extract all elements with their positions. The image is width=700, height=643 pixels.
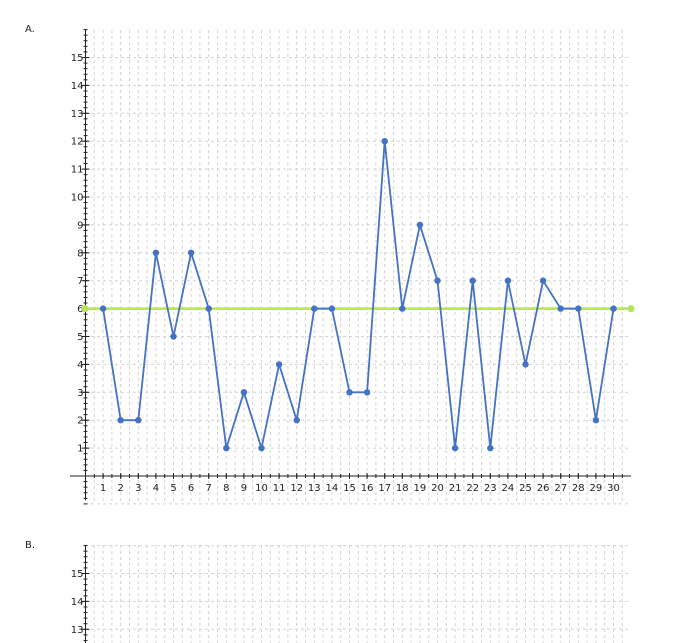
data-point xyxy=(293,417,300,424)
x-tick-label: 3 xyxy=(135,483,141,494)
data-point xyxy=(610,305,617,312)
x-tick-label: 16 xyxy=(361,483,374,494)
y-tick-label: 8 xyxy=(77,248,83,259)
panel-b-label: B. xyxy=(25,540,36,551)
data-point xyxy=(346,389,353,396)
data-point xyxy=(592,417,600,424)
x-tick-label: 8 xyxy=(223,483,229,494)
data-point xyxy=(187,249,195,256)
data-point xyxy=(557,305,564,312)
series-line xyxy=(102,141,615,452)
data-point xyxy=(363,389,371,396)
data-point xyxy=(311,305,318,312)
data-point xyxy=(399,305,406,312)
reference-line-endpoint xyxy=(627,305,635,313)
y-tick-label: 6 xyxy=(77,304,83,315)
data-point xyxy=(416,221,424,229)
x-tick-label: 27 xyxy=(554,483,567,494)
y-tick-label: 4 xyxy=(77,360,83,371)
panel-a-label: A. xyxy=(25,24,35,35)
x-tick-label: 2 xyxy=(118,483,124,494)
data-point xyxy=(434,277,441,284)
y-tick-label: 10 xyxy=(71,193,84,204)
x-tick-label: 18 xyxy=(396,483,409,494)
data-point xyxy=(170,333,177,340)
data-point xyxy=(575,305,582,312)
x-tick-label: 26 xyxy=(537,483,550,494)
data-point xyxy=(469,277,476,284)
x-tick-label: 1 xyxy=(100,483,106,494)
data-point xyxy=(328,305,336,312)
y-tick-label: 12 xyxy=(71,137,84,148)
data-point xyxy=(381,138,388,145)
x-tick-label: 6 xyxy=(188,483,194,494)
x-tick-label: 30 xyxy=(607,483,620,494)
data-point xyxy=(487,444,494,452)
y-tick-label: 9 xyxy=(77,220,83,231)
x-tick-label: 28 xyxy=(572,483,585,494)
data-point xyxy=(504,277,512,284)
x-tick-label: 5 xyxy=(170,483,176,494)
y-tick-label: 1 xyxy=(77,444,83,455)
x-tick-label: 9 xyxy=(241,483,247,494)
x-tick-label: 29 xyxy=(590,483,603,494)
y-tick-label: 3 xyxy=(77,388,83,399)
x-tick-label: 17 xyxy=(378,483,391,494)
x-tick-label: 14 xyxy=(326,483,339,494)
y-tick-label: 13 xyxy=(71,625,84,636)
y-tick-label: 15 xyxy=(71,569,84,580)
data-point xyxy=(205,305,212,312)
x-tick-label: 24 xyxy=(502,483,515,494)
y-tick-label: 13 xyxy=(71,109,84,120)
y-tick-label: 14 xyxy=(71,597,84,608)
y-tick-label: 7 xyxy=(77,276,83,287)
x-tick-label: 23 xyxy=(484,483,497,494)
y-tick-label: 11 xyxy=(71,165,84,176)
x-tick-label: 12 xyxy=(290,483,303,494)
y-tick-label: 15 xyxy=(71,53,84,64)
data-point xyxy=(451,444,459,452)
y-tick-label: 14 xyxy=(71,81,84,92)
data-point xyxy=(117,417,124,424)
y-tick-label: 5 xyxy=(77,332,83,343)
x-tick-label: 7 xyxy=(206,483,212,494)
data-point xyxy=(223,444,230,452)
reference-line-endpoint xyxy=(81,305,89,313)
data-point xyxy=(152,249,160,256)
data-point xyxy=(99,305,107,312)
x-tick-label: 20 xyxy=(431,483,444,494)
x-tick-label: 22 xyxy=(466,483,479,494)
x-tick-label: 15 xyxy=(343,483,356,494)
x-tick-label: 13 xyxy=(308,483,321,494)
x-tick-label: 25 xyxy=(519,483,532,494)
x-tick-label: 4 xyxy=(153,483,159,494)
data-point xyxy=(275,361,283,368)
y-tick-label: 2 xyxy=(77,416,83,427)
data-point xyxy=(240,389,248,396)
x-tick-label: 19 xyxy=(414,483,427,494)
x-tick-label: 11 xyxy=(273,483,286,494)
data-point xyxy=(258,444,265,452)
data-point xyxy=(539,277,547,284)
data-point xyxy=(135,417,142,424)
data-point xyxy=(522,361,529,368)
x-tick-label: 10 xyxy=(255,483,268,494)
x-tick-label: 21 xyxy=(449,483,462,494)
